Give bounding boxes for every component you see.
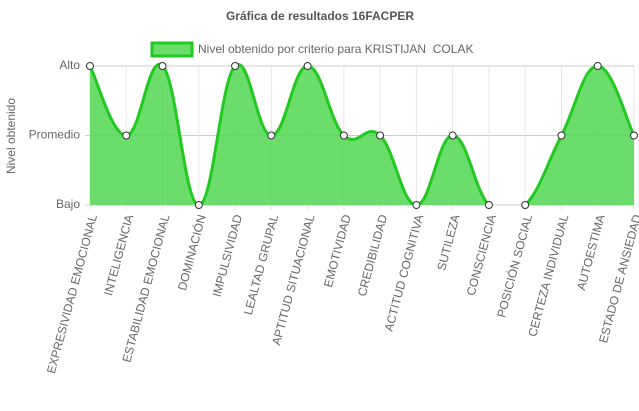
x-tick-label: INTELIGENCIA [101,213,136,297]
x-tick-label: LEALTAD GRUPAL [241,213,281,317]
point [267,131,276,140]
point [376,131,385,140]
legend-swatch [150,41,194,58]
x-tick-label: EMOTIVIDAD [321,213,354,289]
x-tick-label: EXPRESIVIDAD EMOCIONAL [44,213,100,375]
x-tick-label: CERTEZA INDIVIDUAL [525,213,571,338]
y-tick-label: Promedio [29,128,81,142]
x-tick-label: DOMINACIÓN [174,213,209,292]
x-tick-label: ACTITUD COGNITIVA [382,213,427,333]
point [194,201,203,209]
point [86,62,94,70]
point [303,62,312,70]
point [484,201,493,209]
y-axis-title: Nivel obtenido [4,98,18,174]
y-tick-label: Bajo [56,197,80,211]
point [448,131,457,140]
x-tick-label: SUTILEZA [434,213,462,272]
area [90,64,634,205]
point [412,201,421,209]
x-tick-label: CONSCIENCIA [464,213,499,297]
y-tick-label: Alto [59,58,80,72]
point [593,62,602,70]
x-tick-label: CREDIBILIDAD [355,213,390,298]
legend-label: Nivel obtenido por criterio para KRISTIJ… [198,42,473,56]
x-tick-label: IMPULSIVIDAD [210,213,246,299]
point [231,62,240,70]
point [521,201,530,209]
point [557,131,566,140]
point [158,62,167,70]
point [630,131,638,140]
point [122,131,131,140]
point [339,131,348,140]
x-tick-label: POSICIÓN SOCIAL [493,212,535,319]
chart-title: Gráfica de resultados 16FACPER [226,9,414,23]
x-tick-label: AUTOESTIMA [574,213,608,292]
